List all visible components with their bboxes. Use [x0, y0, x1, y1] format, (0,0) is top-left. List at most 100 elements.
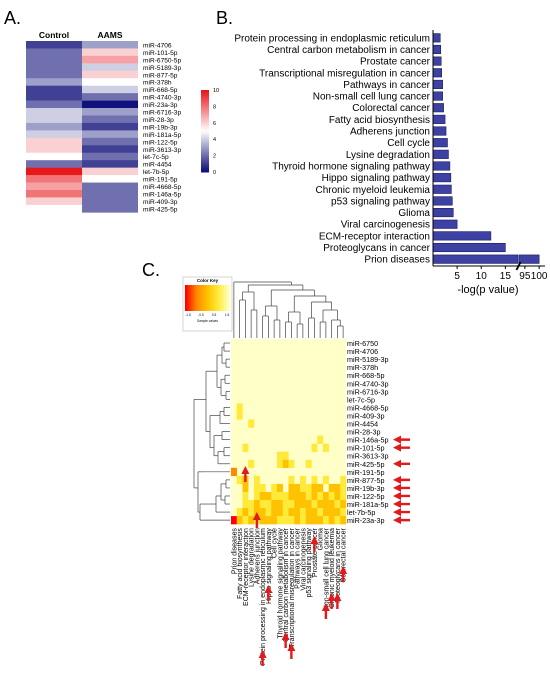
bar-b-category-label: Adherens junction	[350, 127, 430, 138]
heatmap-c-column-label: Adherens junction	[254, 528, 261, 584]
heatmap-c-cell	[300, 483, 306, 493]
heatmap-a-cell	[26, 167, 82, 176]
heatmap-c-row-label: miR-28-3p	[347, 428, 381, 437]
heatmap-a-cell	[26, 63, 82, 72]
heatmap-a-legend-tick: 2	[213, 154, 216, 160]
bar-b-bar	[432, 231, 492, 241]
heatmap-c-cell	[242, 491, 249, 501]
heatmap-a-cell	[82, 137, 138, 146]
heatmap-c-column-arrow	[281, 632, 290, 648]
heatmap-a-legend-swatch	[201, 139, 209, 142]
heatmap-c-cell	[300, 500, 306, 509]
heatmap-c-column-arrow	[264, 585, 273, 601]
heatmap-c-row-label: miR-101-5p	[347, 444, 385, 453]
heatmap-c-row-label: miR-5189-3p	[347, 355, 389, 364]
heatmap-c-color-key-swatch	[206, 285, 208, 311]
heatmap-a-cell	[82, 78, 138, 86]
heatmap-a-legend-tick: 4	[213, 137, 216, 143]
heatmap-a-legend-tick: 0	[213, 170, 216, 176]
heatmap-a-legend-swatch	[201, 159, 209, 163]
heatmap-c-column-arrow	[327, 593, 336, 609]
bar-b-bar	[432, 44, 442, 55]
heatmap-c-column-dendrogram	[233, 281, 344, 338]
heatmap-c-row-label: miR-23a-3p	[347, 516, 385, 525]
heatmap-c-cell	[305, 459, 312, 468]
heatmap-c-cell	[282, 508, 289, 517]
heatmap-c-cell	[277, 451, 283, 460]
bar-b-category-label: Hippo signaling pathway	[322, 173, 430, 184]
heatmap-c-color-key-swatch	[192, 285, 195, 311]
panel-label-b: B.	[216, 8, 233, 28]
heatmap-a-legend-tick: 6	[213, 121, 216, 127]
heatmap-c-cell	[323, 508, 329, 517]
heatmap-a-cell	[82, 190, 138, 198]
heatmap-a-legend-swatch	[201, 133, 209, 136]
heatmap-c-cell	[328, 516, 335, 525]
heatmap-c-color-key-swatch	[213, 285, 216, 311]
heatmap-a-row-label: miR-4668-5p	[143, 184, 181, 191]
heatmap-c-cell	[277, 459, 283, 468]
heatmap-a-cell	[82, 145, 138, 154]
heatmap-c-column-arrow	[333, 593, 342, 609]
heatmap-c-cell	[236, 411, 243, 420]
heatmap-a-legend-swatch	[201, 104, 209, 107]
heatmap-c-cell	[288, 483, 295, 493]
bar-b-category-label: p53 signaling pathway	[331, 196, 430, 207]
heatmap-c-cell	[300, 508, 306, 517]
bar-b-bar	[432, 91, 443, 101]
heatmap-a-cell	[26, 78, 82, 86]
heatmap-a-row-label: miR-5189-3p	[143, 65, 181, 72]
heatmap-c-column-label: Lysine degradation	[249, 528, 256, 587]
heatmap-c-cell	[242, 508, 249, 517]
heatmap-a-cell	[26, 108, 82, 116]
bar-b-category-label: Non-small cell lung cancer	[313, 92, 431, 103]
heatmap-c-cell	[328, 491, 335, 501]
heatmap-c-column-label: Fatty acid biosynthesis	[237, 528, 244, 599]
bar-b-bar	[432, 56, 442, 66]
heatmap-c-cell	[311, 483, 318, 493]
heatmap-a-legend-swatch	[201, 143, 209, 146]
bar-b-bar	[432, 173, 452, 183]
heatmap-a-cell	[82, 70, 138, 79]
bar-b-category-label: Proteoglycans in cancer	[323, 243, 430, 254]
heatmap-a-row-label: miR-877-5p	[143, 72, 178, 79]
heatmap-a-legend-swatch	[201, 165, 209, 169]
heatmap-a-cell	[26, 41, 82, 49]
heatmap-a-row-label: let-7b-5p	[143, 169, 169, 176]
heatmap-c-row-label: let-7c-5p	[347, 395, 375, 404]
heatmap-a-cell	[82, 204, 138, 213]
heatmap-a-row-label: miR-4706	[143, 42, 172, 49]
heatmap-a-cell	[26, 137, 82, 146]
heatmap-a-legend-swatch	[201, 96, 209, 99]
heatmap-a-legend-swatch	[201, 151, 209, 155]
heatmap-a-legend-swatch	[201, 145, 209, 148]
heatmap-c-cell	[288, 516, 295, 525]
heatmap-c-cell	[340, 508, 347, 517]
heatmap-a-row-label: miR-19b-3p	[143, 124, 178, 131]
heatmap-a-legend-swatch	[201, 124, 209, 128]
heatmap-c-column-label: Prostate cancer	[312, 527, 319, 577]
heatmap-a-cell	[82, 115, 138, 124]
heatmap-c-column-arrow	[241, 466, 250, 482]
heatmap-c-column-label: Protein processing in endoplasmic reticu…	[260, 528, 267, 665]
heatmap-c-color-key-swatch	[186, 285, 189, 311]
heatmap-c-cell	[288, 508, 295, 517]
heatmap-a-cell	[82, 160, 138, 168]
heatmap-a-legend-swatch	[201, 137, 209, 140]
heatmap-c-row-label: miR-877-5p	[347, 476, 385, 485]
heatmap-c-cell	[317, 435, 324, 444]
heatmap-c-cell	[294, 516, 301, 525]
heatmap-a-cell	[26, 145, 82, 154]
heatmap-c-cell	[236, 403, 243, 412]
heatmap-c-column-label: p53 signaling pathway	[306, 528, 313, 598]
heatmap-c-color-key-swatch	[197, 285, 199, 311]
heatmap-a-legend-swatch	[201, 98, 209, 101]
panel-label-c: C.	[142, 260, 160, 280]
heatmap-a-row-label: miR-668-5p	[143, 87, 178, 94]
heatmap-c-cell	[300, 475, 306, 485]
heatmap-c-cell	[305, 508, 312, 517]
heatmap-c-color-key-tick: 1.5	[225, 313, 230, 317]
heatmap-a-cell	[26, 204, 82, 213]
heatmap-c-row-arrow	[393, 491, 410, 500]
heatmap-c-column-label: Hippo signaling pathway	[266, 528, 273, 604]
